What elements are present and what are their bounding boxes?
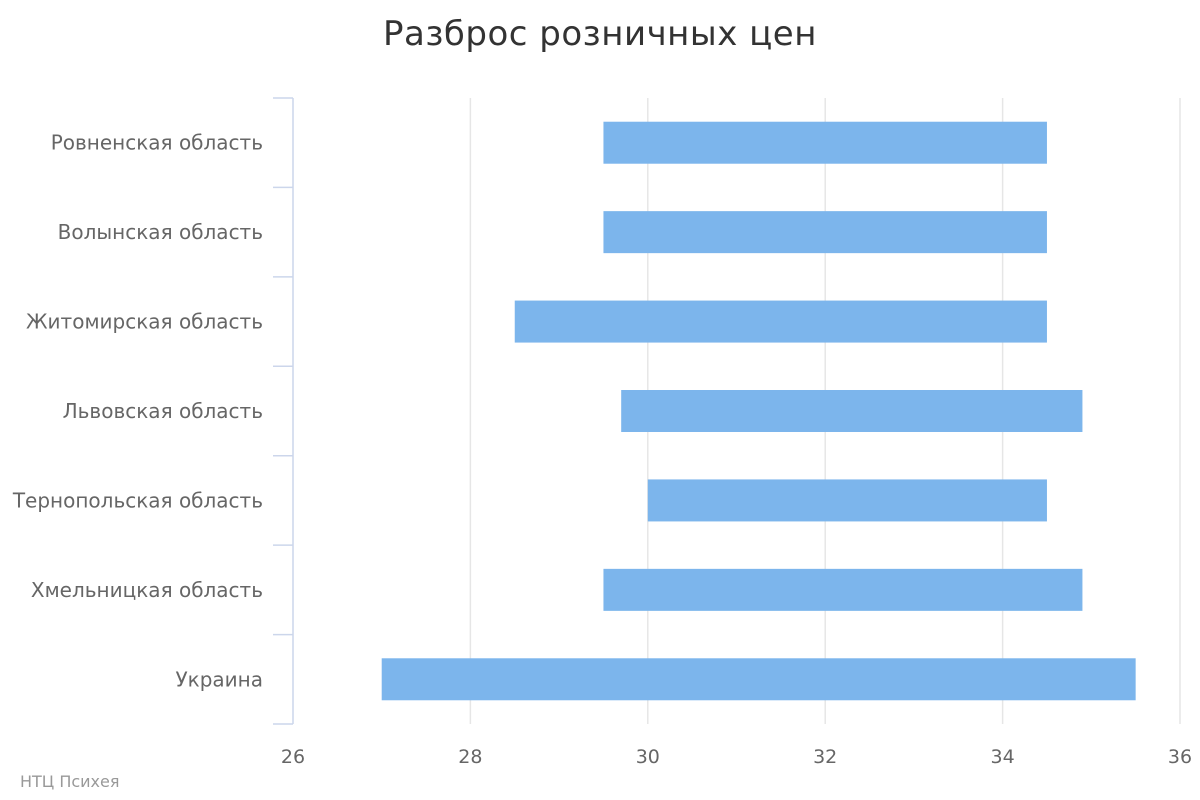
y-axis <box>273 97 294 725</box>
category-label: Хмельницкая область <box>31 578 263 602</box>
credits-text[interactable]: НТЦ Психея <box>20 772 120 791</box>
range-bar[interactable] <box>514 300 1047 343</box>
category-label: Житомирская область <box>26 310 263 334</box>
x-tick-label: 32 <box>813 746 837 768</box>
x-axis-tick-labels: 26 28 30 32 34 36 <box>281 746 1192 768</box>
category-label: Львовская область <box>63 399 263 423</box>
x-tick-label: 26 <box>281 746 305 768</box>
category-labels: Ровненская область Волынская область Житом… <box>12 131 263 692</box>
x-tick-label: 36 <box>1168 746 1192 768</box>
category-label: Ровненская область <box>51 131 263 155</box>
x-tick-label: 28 <box>458 746 482 768</box>
range-bar[interactable] <box>603 211 1047 254</box>
bar-series <box>381 121 1136 701</box>
category-label: Украина <box>175 667 263 691</box>
chart-title: Разброс розничных цен <box>383 14 817 54</box>
range-bar[interactable] <box>647 479 1047 522</box>
range-bar[interactable] <box>603 121 1047 164</box>
category-label: Тернопольская область <box>12 488 263 512</box>
range-bar[interactable] <box>621 390 1083 432</box>
x-tick-label: 34 <box>991 746 1015 768</box>
x-tick-label: 30 <box>636 746 660 768</box>
range-bar[interactable] <box>603 568 1083 611</box>
category-label: Волынская область <box>58 220 263 244</box>
range-bar[interactable] <box>381 658 1136 701</box>
